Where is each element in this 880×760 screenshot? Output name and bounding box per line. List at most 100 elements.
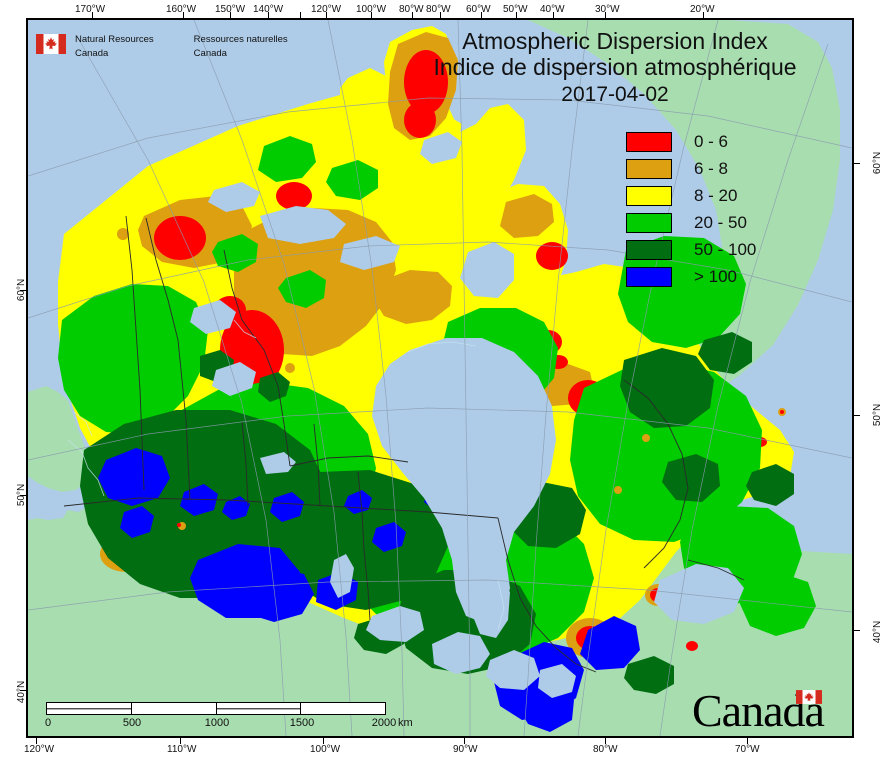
axis-tick-top xyxy=(481,12,482,18)
axis-tick-bottom xyxy=(323,738,324,744)
scale-seg-2 xyxy=(132,703,217,714)
axis-top-label-120W: 120°W xyxy=(311,4,342,15)
nrcan-fr-line2: Canada xyxy=(193,48,227,60)
axis-tick-right xyxy=(854,415,860,416)
axis-tick-top xyxy=(183,12,184,18)
legend-item: 20 - 50 xyxy=(626,209,756,236)
axis-tick-top xyxy=(440,12,441,18)
axis-tick-top xyxy=(300,12,301,18)
lake-winnipeg xyxy=(330,554,354,598)
axis-tick-right xyxy=(854,630,860,631)
legend-swatch-20-50 xyxy=(626,212,672,233)
legend-label-over-100: > 100 xyxy=(694,266,738,286)
great-lakes xyxy=(366,606,576,698)
scale-seg-1 xyxy=(47,703,132,714)
gulf-st-lawrence xyxy=(654,564,744,624)
axis-tick-right xyxy=(854,163,860,164)
nrcan-en-line1: Natural Resources xyxy=(75,34,154,45)
axis-tick-bottom xyxy=(180,738,181,744)
scale-label-500: 500 xyxy=(122,717,142,729)
arctic-channels xyxy=(208,132,462,270)
axis-bottom-label-120W: 120°W xyxy=(24,744,55,755)
scale-bar: 0 500 1000 1500 2000 km xyxy=(44,702,413,731)
canada-wordmark: Canada xyxy=(692,688,825,734)
axis-bottom-label-100W: 100°W xyxy=(310,744,341,755)
adi-class-6-8-arctic-east xyxy=(374,270,452,324)
axis-bottom-label-110W: 110°W xyxy=(167,744,197,755)
nrcan-label-fr: Ressources naturelles Canada xyxy=(194,33,288,62)
lake-athabasca xyxy=(260,452,296,474)
scale-bar-graphic xyxy=(46,702,386,715)
axis-tick-bottom xyxy=(747,738,748,744)
legend-item: 8 - 20 xyxy=(626,182,756,209)
hudson-bay xyxy=(372,338,556,624)
canada-flag-icon xyxy=(36,34,66,54)
nrcan-fr-line1: Ressources naturelles xyxy=(193,34,288,45)
axis-top-label-100W: 100°W xyxy=(356,4,387,15)
graticule xyxy=(28,20,852,736)
canada-flag-wordmark-icon xyxy=(795,690,822,704)
nrcan-label-en: Natural Resources Canada xyxy=(75,33,154,62)
axis-right-label-50N: 50°N xyxy=(872,403,880,427)
map-canvas: Atmospheric Dispersion Index Indice de d… xyxy=(26,18,854,738)
scale-label-1500: 1500 xyxy=(289,717,315,729)
scale-label-1000: 1000 xyxy=(204,717,230,729)
scale-seg-4 xyxy=(301,703,385,714)
axis-bottom-label-90W: 90°W xyxy=(453,744,478,755)
axis-tick-top xyxy=(92,12,93,18)
axis-top-label-80W-b: 80°W xyxy=(426,4,451,15)
legend-swatch-over-100 xyxy=(626,266,672,287)
axis-tick-top xyxy=(230,12,231,18)
legend-item: 0 - 6 xyxy=(626,128,756,155)
axis-tick-top xyxy=(412,12,413,18)
foxe-basin xyxy=(460,242,514,298)
nrcan-wordmark: Natural Resources Canada Ressources natu… xyxy=(36,33,288,62)
axis-top-label-50W: 50°W xyxy=(503,4,528,15)
legend-label-0-6: 0 - 6 xyxy=(694,131,729,151)
axis-tick-top xyxy=(371,12,372,18)
axis-top-label-140W: 140°W xyxy=(253,4,284,15)
axis-tick-left xyxy=(20,690,26,691)
axis-bottom-label-80W: 80°W xyxy=(593,744,618,755)
axis-tick-top xyxy=(703,12,704,18)
axis-tick-top xyxy=(268,12,269,18)
scale-seg-3 xyxy=(217,703,302,714)
great-bear-lake xyxy=(190,300,236,334)
axis-right-label-40N: 40°N xyxy=(872,620,880,644)
axis-tick-bottom xyxy=(36,738,37,744)
legend-label-8-20: 8 - 20 xyxy=(694,185,738,205)
axis-bottom-label-70W: 70°W xyxy=(735,744,760,755)
axis-top-label-30W: 30°W xyxy=(595,4,620,15)
axis-right-label-60N: 60°N xyxy=(872,151,880,175)
legend-label-50-100: 50 - 100 xyxy=(694,239,757,259)
axis-tick-top xyxy=(516,12,517,18)
axis-tick-top xyxy=(326,12,327,18)
axis-tick-bottom xyxy=(464,738,465,744)
legend-label-20-50: 20 - 50 xyxy=(694,212,747,232)
scale-label-2000: 2000 xyxy=(371,717,397,729)
axis-tick-top xyxy=(553,12,554,18)
axis-top-label-160W: 160°W xyxy=(166,4,197,15)
axis-tick-left xyxy=(20,290,26,291)
legend-label-6-8: 6 - 8 xyxy=(694,158,729,178)
political-borders xyxy=(63,215,745,673)
axis-top-label-20W: 20°W xyxy=(690,4,715,15)
scale-label-0: 0 xyxy=(44,717,52,729)
axis-tick-top xyxy=(605,12,606,18)
legend: 0 - 6 6 - 8 8 - 20 20 - 50 50 - 100 > 10… xyxy=(626,128,756,290)
scale-bar-labels: 0 500 1000 1500 2000 km xyxy=(44,717,413,731)
axis-top-label-40W: 40°W xyxy=(540,4,565,15)
adi-small-hotspots xyxy=(117,228,786,530)
legend-swatch-50-100 xyxy=(626,239,672,260)
axis-left-label-40N: 40°N xyxy=(16,680,27,704)
axis-tick-left xyxy=(20,495,26,496)
axis-top-label-170W: 170°W xyxy=(75,4,106,15)
axis-top-label-150W: 150°W xyxy=(215,4,246,15)
axis-tick-bottom xyxy=(605,738,606,744)
land-greenland-background xyxy=(528,20,840,398)
legend-swatch-0-6 xyxy=(626,131,672,152)
axis-top-label-60W: 60°W xyxy=(466,4,491,15)
coastline-detail xyxy=(67,319,505,631)
map-svg xyxy=(28,20,852,736)
